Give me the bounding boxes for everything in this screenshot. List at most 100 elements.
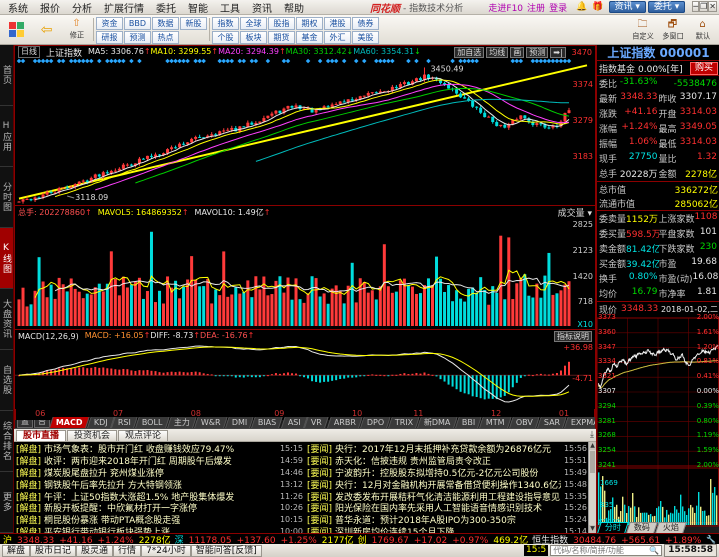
indicator-tab-OBV[interactable]: OBV <box>508 417 540 428</box>
news-item[interactable]: [要闻] 赤天化：信披违规 贵州监管局责令改正 15:51 <box>307 455 587 466</box>
close-button[interactable]: ✕ <box>708 1 717 12</box>
indicator-tab-EXPMA[interactable]: EXPMA <box>564 417 595 428</box>
news-item[interactable]: [要闻] 发改委发布开展秸秆气化清洁能源利用工程建设指导意见 15:35 <box>307 490 587 502</box>
news-item[interactable]: [解盘] 午评：上证50指数大涨超1.5% 地产股集体爆发 11:26 <box>16 490 303 502</box>
toolbar-预测[interactable]: 预测 <box>124 31 151 44</box>
kline-button-画[interactable]: 画 <box>510 46 525 58</box>
market-港股[interactable]: 港股 <box>324 17 351 30</box>
indicator-tab-W&R[interactable]: W&R <box>194 417 228 428</box>
scroll-up-icon[interactable]: ▲ <box>589 442 596 450</box>
ths-home-icon[interactable] <box>2 16 31 43</box>
toolbar-默认[interactable]: ⌂ 默认 <box>688 16 717 43</box>
stock-search-box[interactable]: 🔍 <box>550 545 663 556</box>
restore-button[interactable]: ❐ <box>699 1 709 12</box>
kline-button-预测[interactable]: 预测 <box>526 46 549 58</box>
index-quote-深[interactable]: 深 11178.05 +137.60 +1.25% 2177亿 <box>175 534 354 545</box>
scroll-down-icon[interactable]: ▼ <box>589 525 596 533</box>
news-tab-股市直播[interactable]: 股市直播 <box>16 430 67 441</box>
toolbar-资金[interactable]: 资金 <box>96 17 123 30</box>
kline-chart[interactable]: 3450.49 3118.09 <box>15 58 595 204</box>
indicator-tab-KDJ[interactable]: KDJ <box>86 417 115 428</box>
news-item[interactable]: [解盘] 新股开板提醒：中欣氟材打开一字涨停 10:26 <box>16 502 303 513</box>
market-指数[interactable]: 指数 <box>212 17 239 30</box>
toolbar-多窗口[interactable]: 🗗 多窗口 <box>658 16 687 43</box>
kline-button-➡|[interactable]: ➡| <box>550 46 566 58</box>
news-item[interactable]: [解盘] 桐昆股份暴涨 带动PTA概念股走强 10:15 <box>16 514 303 525</box>
indicator-tab-TRIX[interactable]: TRIX <box>387 417 421 428</box>
titlebar-button-资讯[interactable]: 资讯 ▾ <box>608 0 646 13</box>
index-quote-恒生指数[interactable]: 恒生指数 30484.76 +565.61 +1.89% <box>532 534 701 545</box>
bottom-tab-股灵通[interactable]: 股灵通 <box>76 544 114 557</box>
search-input[interactable] <box>553 546 650 555</box>
bottom-tab-行情[interactable]: 行情 <box>113 544 142 557</box>
market-期权[interactable]: 期权 <box>296 17 323 30</box>
sidebar-item-K线图[interactable]: K线图 <box>0 228 13 289</box>
kline-button-加自选[interactable]: 加自选 <box>454 46 485 58</box>
indicator-tab-VR[interactable]: VR <box>304 417 330 428</box>
macd-chart[interactable] <box>15 342 595 406</box>
toolbar-BBD[interactable]: BBD <box>124 17 151 30</box>
indicator-tab-BBI[interactable]: BBI <box>454 417 482 428</box>
sidebar-item-更多[interactable]: 更多 <box>0 472 13 533</box>
indicator-tab-新DMA[interactable]: 新DMA <box>417 417 458 428</box>
market-股指[interactable]: 股指 <box>268 17 295 30</box>
menu-智能[interactable]: 智能 <box>188 3 208 15</box>
bottom-tab-解盘[interactable]: 解盘 <box>2 544 31 557</box>
market-板块[interactable]: 板块 <box>240 31 267 44</box>
menu-资讯[interactable]: 资讯 <box>252 3 272 15</box>
menu-扩展行情[interactable]: 扩展行情 <box>104 3 144 15</box>
indicator-tab-BIAS[interactable]: BIAS <box>251 417 284 428</box>
news-scrollbar[interactable]: ▲ ▼ <box>588 442 596 533</box>
toolbar-自定义[interactable]: 🗀 自定义 <box>628 16 657 43</box>
news-tab-投资机会[interactable]: 投资机会 <box>67 430 118 441</box>
indicator-tab-MACD[interactable]: MACD <box>49 417 90 428</box>
menu-报价[interactable]: 报价 <box>40 3 60 15</box>
gift-icon[interactable]: 🎁 <box>592 2 604 12</box>
news-tab-观点评论[interactable]: 观点评论 <box>118 430 169 441</box>
sidebar-item-自选股[interactable]: 自选股 <box>0 350 13 411</box>
toolbar-研报[interactable]: 研报 <box>96 31 123 44</box>
intraday-mini-chart[interactable]: 3373 3360 3347 3334 3321 3307 3294 3281 3268 3254… <box>597 314 719 527</box>
bottom-tab-7*24小时[interactable]: 7*24小时 <box>141 544 191 557</box>
news-item[interactable]: [要闻] 普华永道：预计2018年A股IPO为300-350宗 15:24 <box>307 514 587 525</box>
titlebar-button-委托[interactable]: 委托 ▾ <box>647 0 686 13</box>
news-item[interactable]: [要闻] 宁波韵升：控股股东拟增持0.5亿元-2亿元公司股份 15:49 <box>307 467 587 478</box>
sidebar-item-H应用[interactable]: H应用 <box>0 106 13 167</box>
titlebar-link[interactable]: 注册 <box>527 3 546 14</box>
news-item[interactable]: [解盘] 煤炭股尾盘拉升 兖州煤业涨停 14:46 <box>16 467 303 478</box>
news-item[interactable]: [解盘] 市场气象表：股市开门红 收盘赚钱效应79.47% 15:15 <box>16 443 303 454</box>
kline-button-均线[interactable]: 均线 <box>486 46 509 58</box>
download-icon[interactable]: ⤓ <box>590 430 594 440</box>
volume-chart[interactable] <box>15 218 595 328</box>
minimize-button[interactable]: ─ <box>692 1 700 12</box>
toolbar-新股[interactable]: 新股 <box>180 17 207 30</box>
titlebar-link[interactable]: 走进F10 <box>488 3 524 14</box>
market-个股[interactable]: 个股 <box>212 31 239 44</box>
indicator-tab-DMI[interactable]: DMI <box>224 417 255 428</box>
indicator-help-button[interactable]: 指标说明 <box>554 330 592 342</box>
indicator-tab-ARBR[interactable]: ARBR <box>326 417 363 428</box>
news-item[interactable]: [解盘] 钢铁股午后率先拉升 方大特钢领涨 13:12 <box>16 478 303 490</box>
period-chip[interactable]: 日线 <box>18 46 40 58</box>
volume-type-dropdown[interactable]: 成交量 ▾ <box>557 208 592 219</box>
indicator-指标平台-button[interactable]: 指标平台 <box>34 417 50 428</box>
news-item[interactable]: [解盘] 平安银行带动银行板块强势上涨 10:00 <box>16 526 303 533</box>
indicator-tab-SAR[interactable]: SAR <box>536 417 567 428</box>
news-item[interactable]: [要闻] 央行：2017年12月末抵押补充贷款余额为26876亿元 15:56 <box>307 443 587 454</box>
mini-tab-火焰[interactable]: 火焰 <box>655 522 687 533</box>
indicator-tab-主力[interactable]: 主力 <box>167 417 197 428</box>
indicator-设置-button[interactable]: 设置 <box>17 417 33 428</box>
news-item[interactable]: [要闻] 阳光保险在国内率先采用人工智能语音情感识别技术 15:26 <box>307 502 587 513</box>
buy-button[interactable]: 购买 <box>689 61 718 75</box>
market-期货[interactable]: 期货 <box>268 31 295 44</box>
bottom-tab-智能问答[反馈][interactable]: 智能问答[反馈] <box>190 544 262 557</box>
settings-wrench-icon[interactable]: 🔧 <box>706 534 716 544</box>
indicator-tab-DPO[interactable]: DPO <box>359 417 391 428</box>
market-全球[interactable]: 全球 <box>240 17 267 30</box>
news-item[interactable]: [解盘] 收评：两市迎来2018年开门红 周期股午后爆发 14:59 <box>16 455 303 466</box>
bell-icon[interactable]: 🔔 <box>576 2 588 12</box>
mini-tab-数码[interactable]: 数码 <box>626 522 658 533</box>
index-quote-沪[interactable]: 沪 3348.33 +41.16 +1.24% 2278亿 <box>3 534 171 545</box>
menu-帮助[interactable]: 帮助 <box>284 3 304 15</box>
sidebar-item-首页[interactable]: 首页 <box>0 45 13 106</box>
